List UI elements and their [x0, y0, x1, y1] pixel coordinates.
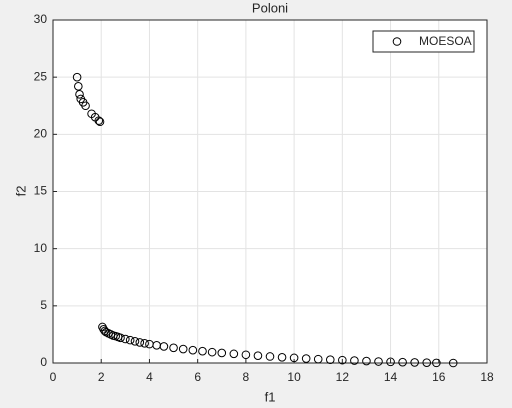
- x-tick-label: 2: [98, 370, 105, 384]
- point: [289, 353, 299, 363]
- y-tick-label: 20: [34, 127, 48, 141]
- point: [350, 356, 359, 365]
- point: [159, 342, 169, 351]
- point: [265, 352, 275, 361]
- point: [432, 358, 441, 368]
- point: [325, 355, 335, 364]
- point: [95, 117, 105, 127]
- point: [338, 355, 347, 365]
- point: [75, 90, 84, 99]
- y-tick-label: 30: [34, 12, 48, 26]
- x-tick-label: 6: [194, 370, 201, 384]
- y-axis-label: f2: [13, 186, 28, 197]
- legend-label: MOESOA: [419, 34, 472, 48]
- point: [241, 350, 251, 360]
- legend-box: [372, 30, 475, 53]
- point: [140, 339, 149, 348]
- x-tick-label: 4: [146, 370, 153, 384]
- x-tick-label: 14: [384, 370, 398, 384]
- point: [81, 101, 90, 111]
- point: [198, 346, 207, 356]
- point: [277, 352, 287, 362]
- point: [386, 357, 395, 367]
- y-tick-label: 10: [34, 241, 48, 255]
- axes-box: [52, 19, 488, 364]
- point: [121, 334, 130, 344]
- point: [94, 116, 104, 125]
- x-tick-label: 0: [50, 370, 57, 384]
- point: [169, 343, 178, 353]
- point: [72, 72, 82, 82]
- y-tick-label: 5: [40, 298, 47, 312]
- x-tick-label: 18: [480, 370, 494, 384]
- legend-marker: [392, 37, 402, 46]
- point: [313, 354, 323, 364]
- point: [398, 357, 407, 367]
- chart-title: Poloni: [252, 0, 288, 15]
- point: [188, 345, 198, 355]
- y-tick-label: 0: [40, 355, 47, 369]
- point: [74, 82, 83, 91]
- x-tick-label: 16: [432, 370, 446, 384]
- point: [362, 356, 371, 366]
- point: [422, 358, 432, 367]
- point: [207, 347, 217, 357]
- point: [130, 336, 140, 346]
- point: [374, 357, 383, 366]
- x-tick-label: 12: [336, 370, 350, 384]
- point: [135, 338, 145, 347]
- y-tick-label: 25: [34, 69, 48, 83]
- point: [178, 344, 188, 354]
- x-axis-label: f1: [265, 389, 276, 404]
- point: [301, 354, 311, 363]
- point: [253, 351, 263, 360]
- y-tick-label: 15: [34, 184, 48, 198]
- point: [217, 348, 227, 358]
- point: [125, 335, 135, 345]
- point: [448, 358, 458, 368]
- point: [229, 349, 239, 359]
- x-tick-label: 8: [243, 370, 250, 384]
- x-tick-label: 10: [287, 370, 301, 384]
- point: [116, 333, 125, 343]
- point: [410, 358, 419, 367]
